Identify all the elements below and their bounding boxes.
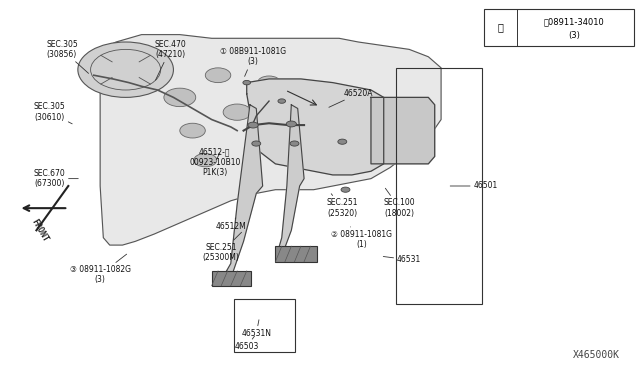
Circle shape bbox=[286, 121, 296, 127]
Text: 46520A: 46520A bbox=[329, 89, 373, 107]
Circle shape bbox=[257, 76, 280, 89]
Text: ③ 08911-1082G
(3): ③ 08911-1082G (3) bbox=[70, 254, 131, 284]
Polygon shape bbox=[278, 105, 304, 253]
Bar bbox=[275, 246, 317, 262]
Circle shape bbox=[252, 141, 260, 146]
Circle shape bbox=[278, 128, 298, 140]
Circle shape bbox=[290, 141, 299, 146]
Text: 46512M: 46512M bbox=[216, 218, 246, 231]
Text: FRONT: FRONT bbox=[29, 217, 50, 243]
Text: ① 08B911-1081G
(3): ① 08B911-1081G (3) bbox=[220, 47, 286, 76]
Text: Ⓝ08911-34010: Ⓝ08911-34010 bbox=[544, 17, 605, 26]
Bar bbox=[396, 68, 483, 304]
Circle shape bbox=[248, 122, 258, 128]
Polygon shape bbox=[371, 97, 435, 164]
Text: SEC.251
(25320): SEC.251 (25320) bbox=[326, 194, 358, 218]
Text: ⓘ: ⓘ bbox=[498, 22, 504, 32]
Circle shape bbox=[205, 68, 231, 83]
Text: 46531N: 46531N bbox=[241, 320, 271, 338]
Text: ② 08911-1081G
(1): ② 08911-1081G (1) bbox=[331, 227, 392, 249]
Circle shape bbox=[180, 123, 205, 138]
Polygon shape bbox=[246, 79, 384, 175]
Text: 46512-ⓘ
00923-10B10
P1K(3): 46512-ⓘ 00923-10B10 P1K(3) bbox=[189, 147, 241, 177]
Text: SEC.100
(18002): SEC.100 (18002) bbox=[384, 188, 415, 218]
Circle shape bbox=[78, 42, 173, 97]
Bar bbox=[234, 299, 294, 352]
Polygon shape bbox=[225, 105, 262, 278]
Text: SEC.305
(30856): SEC.305 (30856) bbox=[46, 40, 88, 73]
Text: X465000K: X465000K bbox=[573, 350, 620, 359]
Text: SEC.251
(25300M): SEC.251 (25300M) bbox=[203, 232, 241, 262]
Bar bbox=[484, 9, 634, 46]
Circle shape bbox=[164, 88, 196, 107]
Text: SEC.305
(30610): SEC.305 (30610) bbox=[33, 102, 72, 124]
Text: 46503: 46503 bbox=[234, 336, 259, 351]
Circle shape bbox=[338, 139, 347, 144]
Circle shape bbox=[223, 104, 251, 120]
Text: 46531: 46531 bbox=[383, 255, 421, 264]
Circle shape bbox=[243, 80, 250, 85]
Text: SEC.470
(47210): SEC.470 (47210) bbox=[154, 40, 186, 80]
Circle shape bbox=[278, 99, 285, 103]
Text: SEC.670
(67300): SEC.670 (67300) bbox=[33, 169, 78, 188]
Circle shape bbox=[293, 93, 321, 109]
Circle shape bbox=[341, 187, 350, 192]
Circle shape bbox=[194, 154, 217, 167]
Polygon shape bbox=[100, 35, 441, 245]
Text: 46501: 46501 bbox=[450, 182, 498, 190]
Text: (3): (3) bbox=[568, 31, 580, 40]
Bar bbox=[212, 271, 251, 286]
